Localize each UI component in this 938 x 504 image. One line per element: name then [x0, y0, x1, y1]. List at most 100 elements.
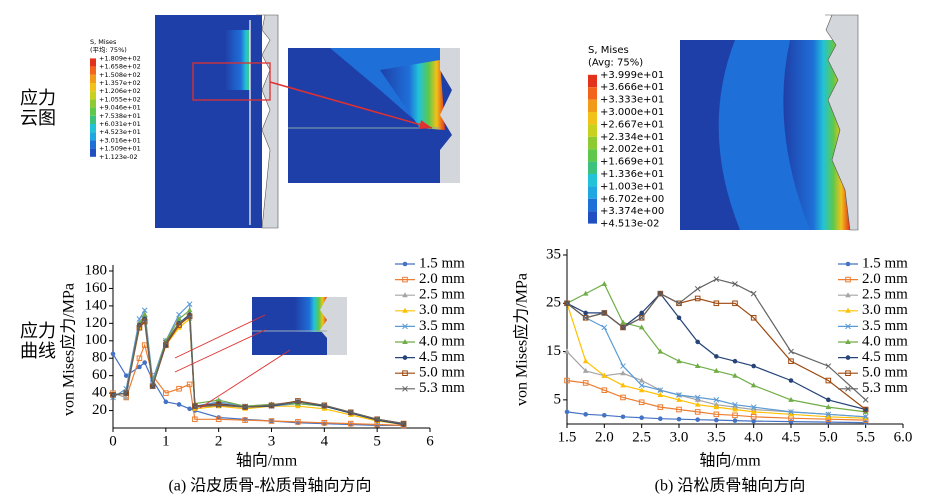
- contour-legend-subtitle: (Avg: 75%): [588, 57, 643, 68]
- contour-level: +1.206e+02: [99, 87, 141, 95]
- y-tick-label: 20: [92, 402, 107, 418]
- contour-swatch: [90, 91, 96, 99]
- contour-swatch: [588, 162, 597, 174]
- contour-level: +2.334e+01: [600, 132, 664, 143]
- legend-label: 3.5 mm: [862, 318, 908, 334]
- contour-swatch: [588, 149, 597, 161]
- figure: 应力云图应力曲线S, Mises(平均: 75%)+1.809e+02+1.65…: [0, 0, 938, 499]
- contour-zoom: [270, 48, 460, 183]
- contour-level: +3.999e+01: [600, 70, 664, 81]
- y-tick-label: 35: [546, 246, 561, 262]
- x-tick-label: 3.0: [670, 429, 689, 445]
- series-line: [567, 294, 866, 410]
- x-tick-label: 0: [109, 433, 117, 449]
- contour-image-b: [680, 15, 858, 230]
- point: [621, 414, 626, 419]
- contour-image-a: [155, 15, 278, 228]
- y-axis-label: von Mises应力/MPa: [512, 273, 531, 406]
- point: [658, 416, 663, 421]
- y-axis-label: von Mises应力/MPa: [59, 283, 78, 416]
- contour-swatch: [90, 116, 96, 124]
- point: [620, 320, 626, 325]
- contour-legend-title: S, Mises: [588, 45, 629, 56]
- point: [826, 398, 831, 403]
- legend-label: 3.0 mm: [862, 302, 908, 318]
- point: [751, 291, 756, 296]
- x-tick-label: 3: [268, 433, 276, 449]
- point: [733, 359, 738, 364]
- point: [164, 400, 169, 405]
- contour-level: +1.509e+01: [99, 145, 141, 153]
- legend-marker: [846, 355, 851, 360]
- point: [695, 417, 700, 422]
- contour-level: +3.333e+01: [600, 95, 664, 106]
- contour-swatch: [90, 99, 96, 107]
- x-tick-label: 5.5: [856, 429, 875, 445]
- x-tick-label: 4.5: [782, 429, 801, 445]
- point: [639, 315, 644, 320]
- point: [142, 360, 147, 365]
- x-tick-label: 5.0: [819, 429, 838, 445]
- point: [789, 419, 794, 424]
- legend-marker: [846, 262, 851, 267]
- legend-label: 4.0 mm: [419, 333, 465, 349]
- contour-level: +3.000e+01: [600, 107, 664, 118]
- contour-legend-subtitle: (平均: 75%): [90, 45, 127, 54]
- contour-level: +2.667e+01: [600, 119, 664, 130]
- point: [826, 420, 831, 425]
- x-tick-label: 4.0: [744, 429, 763, 445]
- x-tick-label: 5: [373, 433, 381, 449]
- contour-swatch: [588, 75, 597, 87]
- point: [137, 365, 142, 370]
- contour-swatch: [90, 132, 96, 140]
- point: [639, 415, 644, 420]
- contour-swatch: [588, 199, 597, 211]
- contour-level: +1.809e+02: [99, 54, 141, 62]
- contour-level: +1.336e+01: [600, 169, 664, 180]
- legend-label: 2.5 mm: [862, 287, 908, 303]
- x-tick-label: 6.0: [894, 429, 913, 445]
- x-tick-label: 3.5: [707, 429, 726, 445]
- point: [602, 413, 607, 418]
- point: [751, 364, 756, 369]
- point: [583, 358, 589, 363]
- legend-label: 5.3 mm: [419, 380, 465, 396]
- point: [111, 352, 116, 357]
- contour-swatch: [588, 186, 597, 198]
- contour-swatch: [588, 124, 597, 136]
- contour-swatch: [588, 87, 597, 99]
- point: [177, 402, 182, 407]
- contour-legend-title: S, Mises: [90, 38, 117, 46]
- contour-swatch: [90, 140, 96, 148]
- contour-level: +3.016e+01: [99, 136, 141, 144]
- legend-label: 2.5 mm: [419, 287, 465, 303]
- point: [187, 307, 193, 312]
- contour-level: +6.031e+01: [99, 120, 141, 128]
- point: [714, 354, 719, 359]
- point: [620, 370, 626, 375]
- point: [789, 349, 794, 354]
- row-label: 应力: [20, 321, 56, 341]
- point: [714, 418, 719, 423]
- point: [677, 417, 682, 422]
- row-label: 曲线: [20, 341, 56, 361]
- y-tick-label: 120: [85, 315, 108, 331]
- contour-level: +4.513e-02: [600, 219, 660, 230]
- y-tick-label: 60: [92, 367, 107, 383]
- contour-swatch: [588, 137, 597, 149]
- point: [602, 325, 607, 330]
- contour-level: +7.538e+01: [99, 112, 141, 120]
- contour-swatch: [90, 108, 96, 116]
- legend-label: 2.0 mm: [419, 271, 465, 287]
- contour-swatch: [90, 124, 96, 132]
- series-line: [567, 303, 866, 418]
- contour-swatch: [588, 174, 597, 186]
- contour-level: +6.702e+00: [600, 194, 664, 205]
- legend-label: 4.0 mm: [862, 333, 908, 349]
- x-tick-label: 2.0: [595, 429, 614, 445]
- legend-label: 1.5 mm: [419, 255, 465, 271]
- contour-level: +1.123e-02: [99, 153, 138, 161]
- y-tick-label: 80: [92, 350, 107, 366]
- contour-level: +1.658e+02: [99, 63, 141, 71]
- x-axis-label: 轴向/mm: [236, 452, 298, 470]
